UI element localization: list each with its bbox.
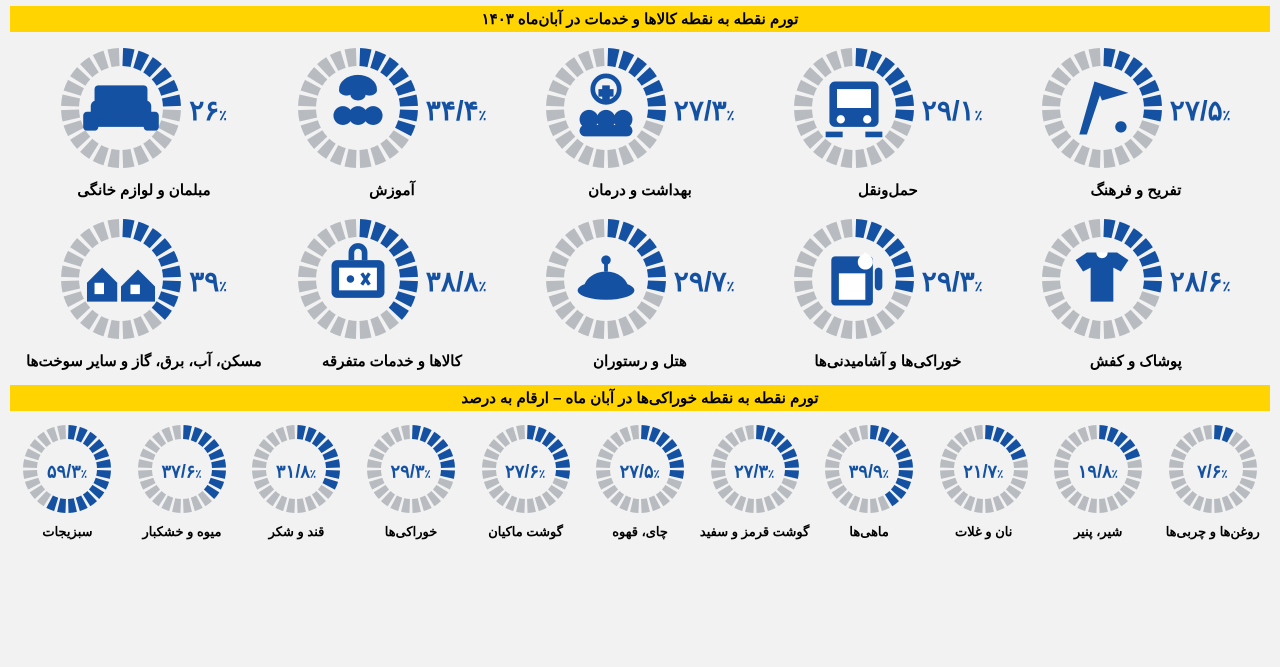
value-label-small: ۳۹/۹٪	[849, 461, 890, 482]
value-label-small: ۳۱/۸٪	[276, 461, 317, 482]
value-label-small: ۱۹/۸٪	[1078, 461, 1119, 482]
value-label: ۲۷/۵٪	[1170, 94, 1232, 127]
category-item: ۳۸/۸٪ کالاها و خدمات متفرقه	[272, 217, 512, 372]
small-row: ۵۹/۳٪ سبزیجات ۳۷/۶٪ میوه و خشکبار ۳۱/۸٪ …	[0, 417, 1280, 546]
gauge-chart-small: ۱۹/۸٪	[1052, 423, 1144, 520]
category-label: هتل و رستوران	[593, 352, 687, 372]
gauge-chart	[792, 46, 916, 175]
food-item: ۲۷/۵٪ چای، قهوه	[585, 423, 695, 540]
category-item: ۲۹/۱٪ حمل‌ونقل	[768, 46, 1008, 201]
category-item: ۲۶٪ مبلمان و لوازم خانگی	[24, 46, 264, 201]
value-label: ۳۸/۸٪	[426, 265, 488, 298]
gauge-chart-small: ۵۹/۳٪	[21, 423, 113, 520]
food-label: سبزیجات	[42, 524, 92, 540]
gauge-chart	[544, 217, 668, 346]
food-label: چای، قهوه	[612, 524, 668, 540]
food-item: ۲۷/۶٪ گوشت ماکیان	[471, 423, 581, 540]
food-item: ۲۱/۷٪ نان و غلات	[929, 423, 1039, 540]
value-label: ۳۴/۴٪	[426, 94, 488, 127]
food-label: شیر، پنیر	[1074, 524, 1122, 540]
food-item: ۵۹/۳٪ سبزیجات	[12, 423, 122, 540]
gauge-chart	[544, 46, 668, 175]
category-label: بهداشت و درمان	[588, 181, 692, 201]
food-item: ۳۷/۶٪ میوه و خشکبار	[127, 423, 237, 540]
gauge-chart	[1040, 217, 1164, 346]
category-label: خوراکی‌ها و آشامیدنی‌ها	[814, 352, 961, 372]
value-label-small: ۲۷/۳٪	[734, 461, 775, 482]
food-label: خوراکی‌ها	[385, 524, 437, 540]
value-label-small: ۵۹/۳٪	[47, 461, 88, 482]
category-label: مسکن، آب، برق، گاز و سایر سوخت‌ها	[26, 352, 262, 372]
gauge-chart-small: ۲۹/۳٪	[365, 423, 457, 520]
category-label: کالاها و خدمات متفرقه	[322, 352, 462, 372]
category-label: تفریح و فرهنگ	[1091, 181, 1182, 201]
gauge-chart-small: ۲۷/۶٪	[480, 423, 572, 520]
category-label: آموزش	[369, 181, 415, 201]
gauge-chart	[59, 217, 183, 346]
category-item: ۲۸/۶٪ پوشاک و کفش	[1016, 217, 1256, 372]
food-label: قند و شکر	[269, 524, 325, 540]
food-item: ۳۹/۹٪ ماهی‌ها	[814, 423, 924, 540]
value-label: ۳۹٪	[189, 265, 229, 298]
food-label: ماهی‌ها	[849, 524, 888, 540]
value-label: ۲۶٪	[189, 94, 229, 127]
food-label: گوشت ماکیان	[488, 524, 563, 540]
category-label: حمل‌ونقل	[858, 181, 918, 201]
big-row-2: ۳۹٪ مسکن، آب، برق، گاز و سایر سوخت‌ها ۳۸…	[0, 209, 1280, 380]
value-label: ۲۷/۳٪	[674, 94, 736, 127]
section-title-1: تورم نقطه به نقطه کالاها و خدمات در آبان…	[10, 6, 1270, 32]
category-item: ۲۷/۳٪ بهداشت و درمان	[520, 46, 760, 201]
value-label: ۲۹/۷٪	[674, 265, 736, 298]
food-label: میوه و خشکبار	[143, 524, 222, 540]
gauge-chart-small: ۳۹/۹٪	[823, 423, 915, 520]
category-label: مبلمان و لوازم خانگی	[77, 181, 210, 201]
food-item: ۲۷/۳٪ گوشت قرمز و سفید	[700, 423, 810, 540]
gauge-chart	[296, 217, 420, 346]
food-item: ۲۹/۳٪ خوراکی‌ها	[356, 423, 466, 540]
food-label: نان و غلات	[955, 524, 1012, 540]
value-label-small: ۲۹/۳٪	[391, 461, 432, 482]
category-item: ۲۹/۳٪ خوراکی‌ها و آشامیدنی‌ها	[768, 217, 1008, 372]
value-label: ۲۹/۳٪	[922, 265, 984, 298]
category-item: ۲۹/۷٪ هتل و رستوران	[520, 217, 760, 372]
food-label: روغن‌ها و چربی‌ها	[1166, 524, 1260, 540]
value-label: ۲۹/۱٪	[922, 94, 984, 127]
food-item: ۱۹/۸٪ شیر، پنیر	[1043, 423, 1153, 540]
section-title-2: تورم نقطه به نقطه خوراکی‌ها در آبان ماه …	[10, 385, 1270, 411]
value-label-small: ۳۷/۶٪	[161, 461, 202, 482]
value-label: ۲۸/۶٪	[1170, 265, 1232, 298]
value-label-small: ۷/۶٪	[1197, 461, 1228, 482]
gauge-chart-small: ۲۱/۷٪	[938, 423, 1030, 520]
category-item: ۳۴/۴٪ آموزش	[272, 46, 512, 201]
value-label-small: ۲۷/۶٪	[505, 461, 546, 482]
food-item: ۷/۶٪ روغن‌ها و چربی‌ها	[1158, 423, 1268, 540]
food-label: گوشت قرمز و سفید	[700, 524, 809, 540]
gauge-chart-small: ۳۷/۶٪	[136, 423, 228, 520]
food-item: ۳۱/۸٪ قند و شکر	[241, 423, 351, 540]
category-item: ۲۷/۵٪ تفریح و فرهنگ	[1016, 46, 1256, 201]
gauge-chart	[1040, 46, 1164, 175]
value-label-small: ۲۷/۵٪	[620, 461, 661, 482]
gauge-chart-small: ۲۷/۳٪	[709, 423, 801, 520]
gauge-chart	[296, 46, 420, 175]
category-item: ۳۹٪ مسکن، آب، برق، گاز و سایر سوخت‌ها	[24, 217, 264, 372]
gauge-chart-small: ۷/۶٪	[1167, 423, 1259, 520]
gauge-chart-small: ۳۱/۸٪	[250, 423, 342, 520]
category-label: پوشاک و کفش	[1090, 352, 1182, 372]
big-row-1: ۲۶٪ مبلمان و لوازم خانگی ۳۴/۴٪ آموزش ۲۷/…	[0, 38, 1280, 209]
value-label-small: ۲۱/۷٪	[963, 461, 1004, 482]
gauge-chart	[59, 46, 183, 175]
gauge-chart	[792, 217, 916, 346]
gauge-chart-small: ۲۷/۵٪	[594, 423, 686, 520]
